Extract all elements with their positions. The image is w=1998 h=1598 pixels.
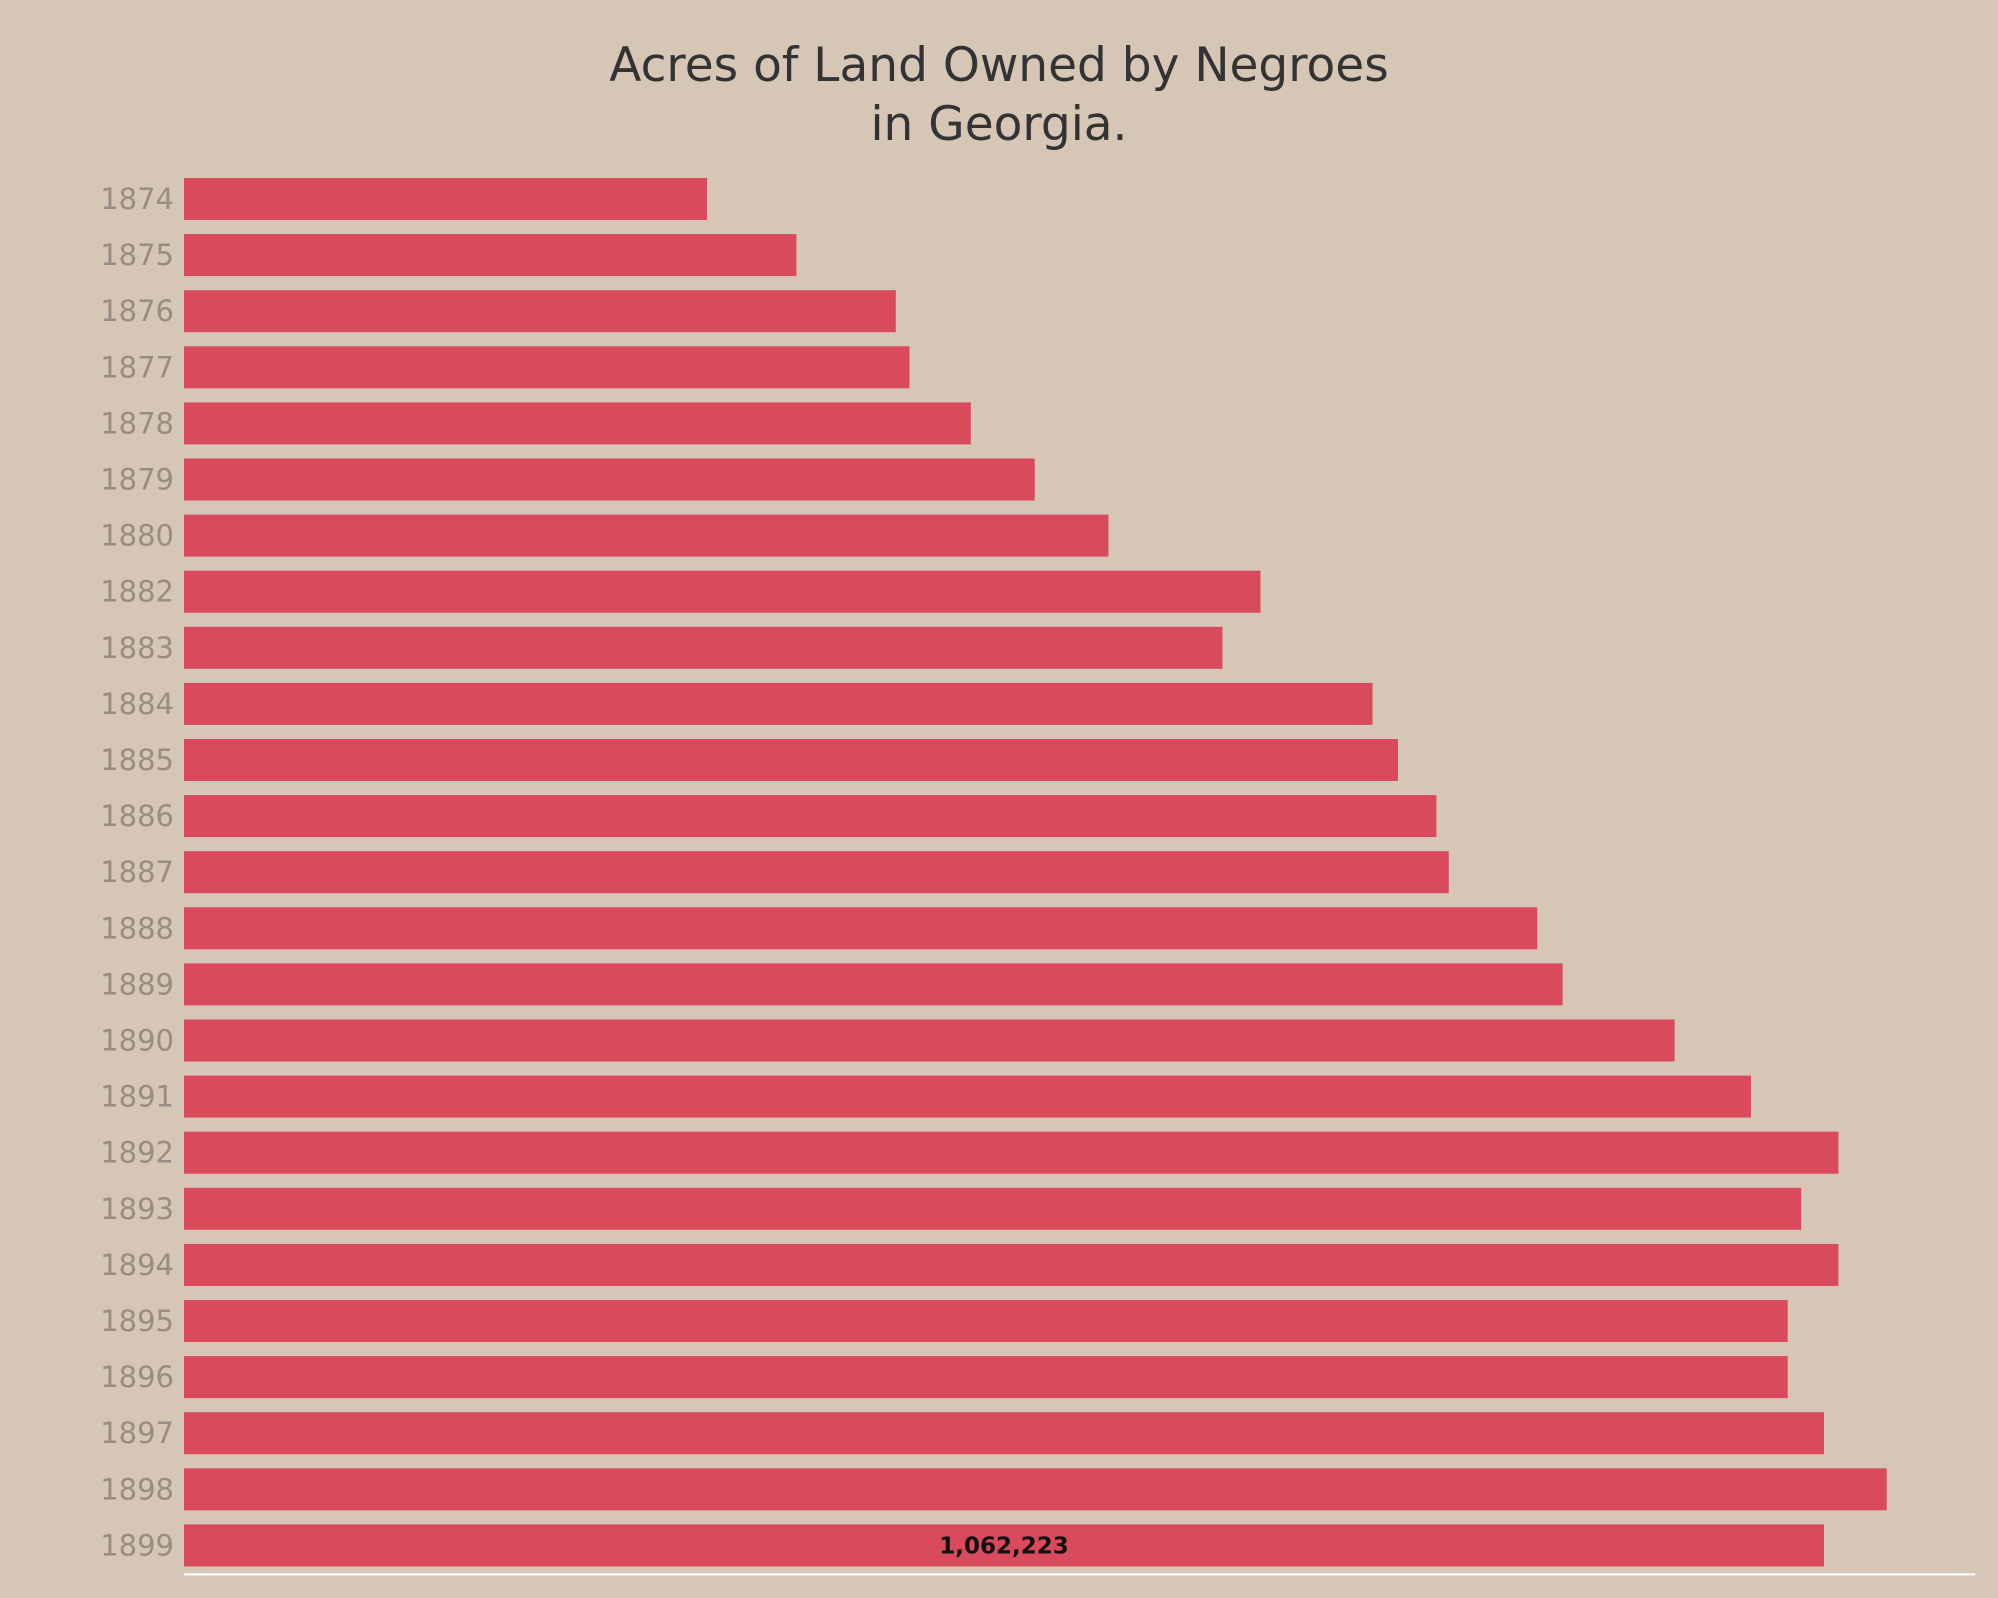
bar-1883 — [184, 626, 1223, 669]
tick-label-1890: 1890 — [100, 1024, 174, 1058]
tick-label-1875: 1875 — [100, 238, 174, 272]
bar-1885 — [184, 739, 1398, 781]
chart-title-line-2: in Georgia. — [870, 97, 1127, 152]
chart-title-line-1: Acres of Land Owned by Negroes — [609, 38, 1388, 93]
bar-1899 — [184, 1524, 1825, 1567]
tick-label-1895: 1895 — [100, 1304, 174, 1338]
tick-label-1884: 1884 — [100, 687, 174, 721]
tick-label-1897: 1897 — [100, 1416, 174, 1450]
tick-label-1877: 1877 — [100, 350, 174, 384]
bar-1893 — [184, 1187, 1802, 1230]
bar-1877 — [184, 346, 910, 389]
bar-1897 — [184, 1412, 1825, 1455]
tick-label-1882: 1882 — [100, 575, 174, 609]
tick-label-1899: 1899 — [100, 1528, 174, 1562]
tick-label-1894: 1894 — [100, 1248, 174, 1282]
bar-1896 — [184, 1356, 1788, 1399]
bar-1888 — [184, 907, 1538, 950]
data-label-1899: 1,062,223 — [939, 1533, 1069, 1559]
data-labels: 1,062,223 — [939, 1533, 1069, 1559]
tick-label-1896: 1896 — [100, 1360, 174, 1394]
bar-1875 — [184, 234, 797, 277]
tick-label-1887: 1887 — [100, 855, 174, 889]
bar-1894 — [184, 1243, 1839, 1286]
bar-1889 — [184, 963, 1563, 1006]
bar-1879 — [184, 458, 1035, 501]
bar-1892 — [184, 1131, 1839, 1174]
tick-label-1886: 1886 — [100, 799, 174, 833]
bar-1887 — [184, 851, 1449, 894]
tick-label-1891: 1891 — [100, 1080, 174, 1114]
bar-1898 — [184, 1468, 1887, 1511]
bar-1891 — [184, 1075, 1751, 1118]
tick-label-1893: 1893 — [100, 1192, 174, 1226]
bar-1880 — [184, 514, 1109, 557]
tick-label-1876: 1876 — [100, 294, 174, 328]
bar-1895 — [184, 1300, 1788, 1342]
y-axis-tick-labels: 1874 1875 1876 1877 1878 1879 1880 1882 1883 1884… — [100, 182, 174, 1562]
bar-1876 — [184, 290, 896, 333]
tick-label-1888: 1888 — [100, 911, 174, 945]
tick-label-1889: 1889 — [100, 967, 174, 1001]
bar-1890 — [184, 1019, 1675, 1062]
bars-group — [184, 178, 1887, 1567]
bar-1878 — [184, 402, 971, 445]
tick-label-1885: 1885 — [100, 743, 174, 777]
bar-1886 — [184, 795, 1437, 838]
bar-1874 — [184, 178, 708, 220]
bar-1882 — [184, 570, 1261, 613]
tick-label-1892: 1892 — [100, 1136, 174, 1170]
tick-label-1879: 1879 — [100, 463, 174, 497]
tick-label-1883: 1883 — [100, 631, 174, 665]
tick-label-1874: 1874 — [100, 182, 174, 216]
tick-label-1878: 1878 — [100, 406, 174, 440]
tick-label-1880: 1880 — [100, 519, 174, 553]
bar-1884 — [184, 682, 1373, 725]
tick-label-1898: 1898 — [100, 1472, 174, 1506]
